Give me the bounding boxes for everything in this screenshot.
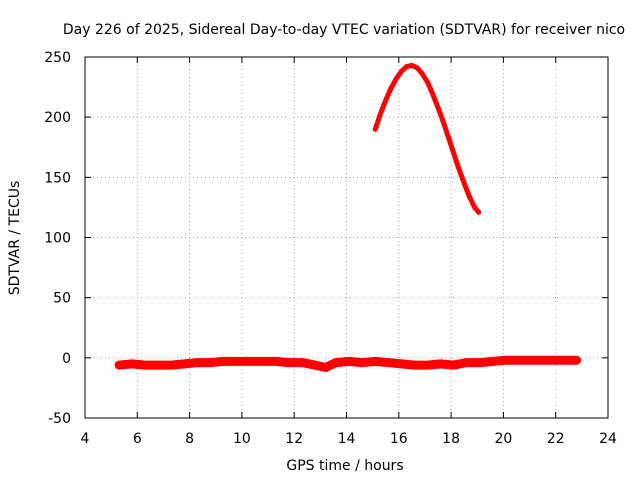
y-axis-label: SDTVAR / TECUs <box>7 181 23 296</box>
data-point <box>284 358 293 367</box>
data-point <box>404 64 410 70</box>
data-point <box>258 357 267 366</box>
data-point <box>466 194 472 200</box>
data-point <box>515 356 524 365</box>
y-tick-label: 250 <box>44 50 71 66</box>
data-point <box>232 357 241 366</box>
x-axis-label: GPS time / hours <box>286 458 403 474</box>
data-point <box>128 359 137 368</box>
data-point <box>423 361 432 370</box>
x-tick-label: 18 <box>442 431 460 447</box>
series-layer <box>114 62 582 372</box>
data-point <box>167 361 176 370</box>
data-point <box>436 359 445 368</box>
data-point <box>409 62 415 68</box>
data-point <box>298 358 307 367</box>
data-point <box>371 357 380 366</box>
y-tick-label: 150 <box>44 170 71 186</box>
data-point <box>271 357 280 366</box>
data-point <box>384 358 393 367</box>
data-point <box>332 358 341 367</box>
data-point <box>397 359 406 368</box>
data-point <box>388 85 394 91</box>
data-point <box>541 356 550 365</box>
chart-title: Day 226 of 2025, Sidereal Day-to-day VTE… <box>63 22 625 38</box>
data-point <box>410 361 419 370</box>
data-point <box>311 361 320 370</box>
data-point <box>180 359 189 368</box>
y-tick-label: 50 <box>53 291 71 307</box>
data-point <box>472 204 478 210</box>
x-tick-label: 24 <box>599 431 617 447</box>
data-point <box>383 97 389 103</box>
data-point <box>461 180 467 186</box>
data-point <box>206 358 215 367</box>
data-point <box>435 105 441 111</box>
data-point <box>414 65 420 71</box>
data-point <box>372 126 378 132</box>
axis-ticks: 4 6 8 10 12 14 16 18 20 22 24 -50 0 50 100 150 200 250 <box>44 50 617 447</box>
data-point <box>377 111 383 117</box>
data-point <box>462 358 471 367</box>
data-point <box>445 135 451 141</box>
x-tick-label: 4 <box>81 431 90 447</box>
x-tick-label: 22 <box>547 431 565 447</box>
x-tick-label: 6 <box>133 431 142 447</box>
data-point <box>440 119 446 125</box>
data-point <box>449 361 458 370</box>
x-tick-label: 14 <box>338 431 356 447</box>
data-point <box>488 357 497 366</box>
data-point <box>419 71 425 77</box>
data-point <box>425 79 431 85</box>
x-tick-label: 12 <box>285 431 303 447</box>
grid <box>85 57 608 418</box>
data-point <box>345 357 354 366</box>
x-tick-label: 20 <box>494 431 512 447</box>
y-tick-label: -50 <box>48 411 71 427</box>
data-point <box>219 357 228 366</box>
data-point <box>554 356 563 365</box>
data-point <box>141 361 150 370</box>
data-point <box>476 209 482 215</box>
data-point <box>475 358 484 367</box>
data-point <box>398 68 404 74</box>
x-tick-label: 16 <box>390 431 408 447</box>
data-point <box>528 356 537 365</box>
data-point <box>430 91 436 97</box>
data-point <box>114 361 123 370</box>
data-point <box>193 358 202 367</box>
data-point <box>321 363 330 372</box>
data-point <box>456 166 462 172</box>
x-tick-label: 10 <box>233 431 251 447</box>
data-point <box>245 357 254 366</box>
data-point <box>393 76 399 82</box>
y-tick-label: 0 <box>62 351 71 367</box>
data-point <box>572 356 581 365</box>
data-point <box>154 361 163 370</box>
y-tick-label: 200 <box>44 110 71 126</box>
data-point <box>451 150 457 156</box>
data-point <box>358 358 367 367</box>
data-point <box>502 356 511 365</box>
y-tick-label: 100 <box>44 231 71 247</box>
x-tick-label: 8 <box>185 431 194 447</box>
